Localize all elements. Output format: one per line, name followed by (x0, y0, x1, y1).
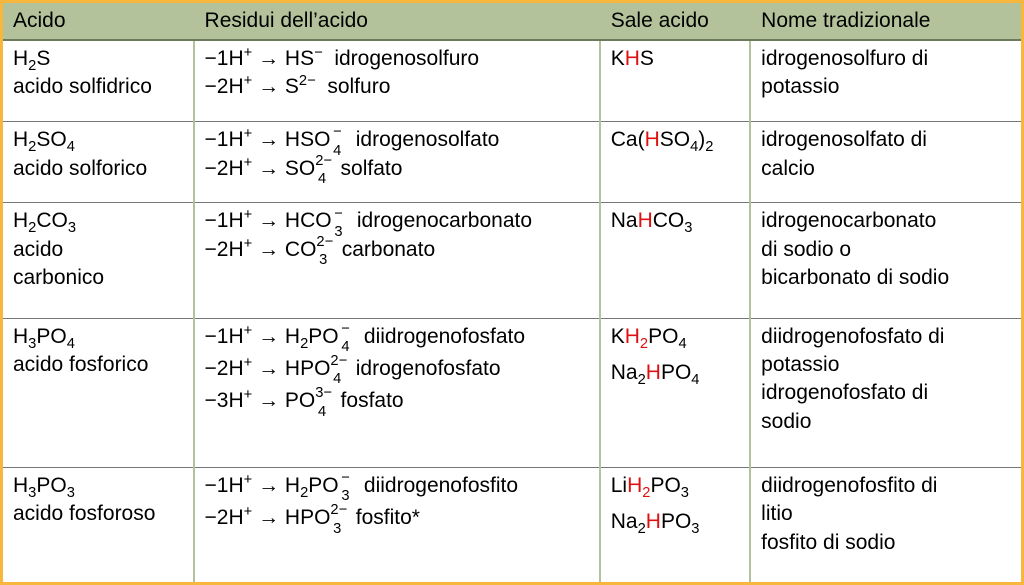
cell-nome: diidrogenofosfato dipotassioidrogenofosf… (750, 318, 1021, 467)
table-body: H2Sacido solfidrico−1H+ → HS− idrogenoso… (3, 40, 1021, 582)
table-row: H2Sacido solfidrico−1H+ → HS− idrogenoso… (3, 40, 1021, 122)
table-row: H2CO3acidocarbonico−1H+ → HCO−3 idrogeno… (3, 203, 1021, 318)
cell-residui: −1H+ → HS− idrogenosolfuro−2H+ → S2− sol… (194, 40, 600, 122)
acid-salts-table: Acido Residui dell’acido Sale acido Nome… (3, 3, 1021, 582)
cell-acido: H3PO3acido fosforoso (3, 467, 194, 582)
cell-residui: −1H+ → H2PO−3 diidrogenofosfito−2H+ → HP… (194, 467, 600, 582)
header-acido: Acido (3, 3, 194, 40)
header-row: Acido Residui dell’acido Sale acido Nome… (3, 3, 1021, 40)
cell-nome: idrogenosolfuro dipotassio (750, 40, 1021, 122)
table-row: H3PO3acido fosforoso−1H+ → H2PO−3 diidro… (3, 467, 1021, 582)
cell-acido: H2Sacido solfidrico (3, 40, 194, 122)
cell-sale: LiH2PO3Na2HPO3 (600, 467, 750, 582)
header-residui: Residui dell’acido (194, 3, 600, 40)
cell-residui: −1H+ → H2PO−4 diidrogenofosfato−2H+ → HP… (194, 318, 600, 467)
table-row: H2SO4acido solforico−1H+ → HSO−4 idrogen… (3, 122, 1021, 203)
cell-sale: KH2PO4Na2HPO4 (600, 318, 750, 467)
cell-nome: idrogenocarbonatodi sodio obicarbonato d… (750, 203, 1021, 318)
cell-sale: KHS (600, 40, 750, 122)
cell-acido: H3PO4acido fosforico (3, 318, 194, 467)
header-nome: Nome tradizionale (750, 3, 1021, 40)
cell-sale: Ca(HSO4)2 (600, 122, 750, 203)
cell-nome: idrogenosolfato dicalcio (750, 122, 1021, 203)
cell-sale: NaHCO3 (600, 203, 750, 318)
cell-acido: H2CO3acidocarbonico (3, 203, 194, 318)
cell-residui: −1H+ → HSO−4 idrogenosolfato−2H+ → SO2−4… (194, 122, 600, 203)
table-row: H3PO4acido fosforico−1H+ → H2PO−4 diidro… (3, 318, 1021, 467)
cell-nome: diidrogenofosfito dilitiofosfito di sodi… (750, 467, 1021, 582)
acid-salts-table-container: Acido Residui dell’acido Sale acido Nome… (0, 0, 1024, 585)
cell-residui: −1H+ → HCO−3 idrogenocarbonato−2H+ → CO2… (194, 203, 600, 318)
cell-acido: H2SO4acido solforico (3, 122, 194, 203)
header-sale: Sale acido (600, 3, 750, 40)
